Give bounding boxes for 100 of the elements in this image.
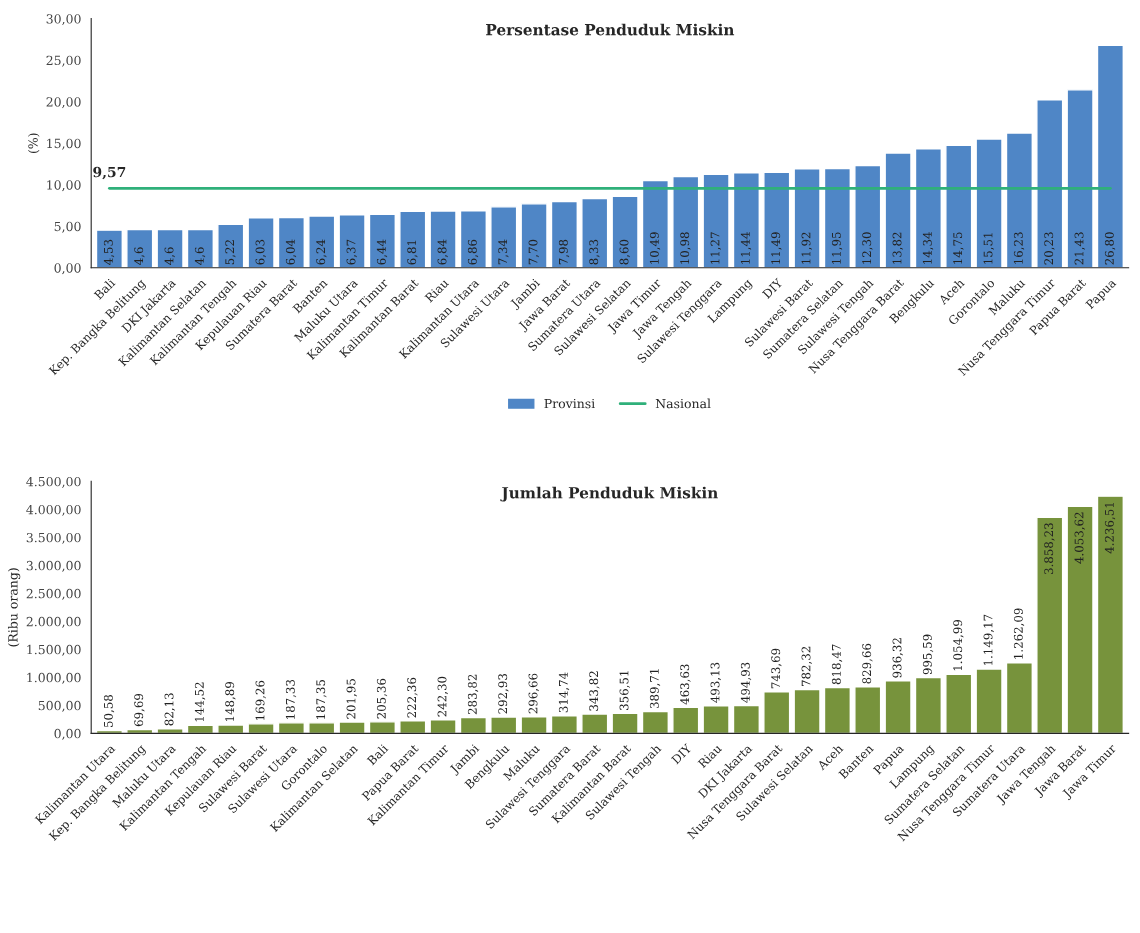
data-label: 6,04 [285, 239, 297, 265]
bar [945, 673, 973, 734]
data-label: 222,36 [407, 677, 418, 718]
data-label: 4.236,51 [1104, 502, 1116, 554]
bar [975, 668, 1003, 734]
bar [1096, 44, 1124, 268]
bar [338, 721, 366, 734]
data-label: 26,80 [1104, 232, 1116, 265]
data-label: 6,03 [255, 239, 266, 265]
data-label: 936,32 [892, 638, 903, 678]
y-tick-label: 5,00 [54, 221, 81, 233]
bar [793, 688, 821, 734]
data-label: 6,86 [467, 239, 479, 265]
data-label: 8,60 [619, 239, 630, 265]
bar [672, 175, 700, 268]
bar [1036, 99, 1064, 268]
data-label: 6,84 [437, 239, 448, 265]
data-label: 4,6 [164, 247, 175, 265]
bar [763, 691, 791, 734]
bar [1005, 661, 1033, 734]
bar [914, 148, 942, 268]
y-axis-title: (%) [28, 133, 40, 154]
y-tick-label: 25,00 [46, 55, 81, 67]
data-label: 69,69 [134, 693, 145, 727]
data-label: 12,30 [862, 232, 873, 264]
bar [611, 712, 639, 734]
bar [368, 721, 396, 734]
bar [702, 705, 730, 734]
y-tick-label: 3.500,00 [26, 532, 81, 544]
data-label: 7,98 [558, 239, 570, 265]
bar [1066, 505, 1094, 734]
bar [399, 210, 427, 268]
data-label: 6,24 [316, 239, 327, 265]
bar [702, 173, 730, 268]
data-label: 11,49 [771, 232, 782, 264]
chart-title: Jumlah Penduduk Miskin [500, 486, 718, 502]
data-label: 829,66 [862, 643, 873, 684]
data-label: 4.053,62 [1074, 512, 1085, 564]
y-tick-label: 2.500,00 [26, 588, 81, 600]
bar [823, 686, 851, 734]
data-label: 14,75 [953, 232, 964, 264]
bar [854, 686, 882, 734]
bar [581, 197, 609, 268]
y-tick-label: 2.000,00 [26, 616, 81, 628]
data-label: 494,93 [740, 662, 752, 703]
bar [277, 216, 305, 268]
bar [429, 210, 457, 268]
data-label: 14,34 [922, 232, 934, 264]
data-label: 10,98 [680, 232, 691, 264]
bar [1036, 516, 1064, 734]
bar [520, 203, 548, 268]
y-tick-label: 500,00 [38, 700, 81, 712]
bar [641, 179, 669, 268]
data-label: 11,92 [801, 232, 812, 264]
data-label: 15,51 [983, 233, 994, 264]
data-label: 743,69 [771, 648, 782, 689]
y-axis-title: (Ribu orang) [7, 568, 21, 647]
data-label: 21,43 [1074, 232, 1085, 265]
bar [156, 228, 184, 268]
data-label: 493,13 [710, 662, 721, 703]
bar [945, 144, 973, 268]
bar [1096, 495, 1124, 734]
bar [186, 724, 214, 734]
bar [732, 704, 760, 734]
data-label: 205,36 [376, 678, 388, 719]
data-label: 50,58 [103, 694, 115, 727]
y-tick-label: 15,00 [47, 138, 81, 150]
bar [550, 200, 578, 268]
bar [611, 195, 639, 268]
data-label: 7,34 [498, 239, 509, 265]
y-tick-label: 4.500,00 [26, 476, 81, 488]
bar [793, 168, 821, 268]
data-label: 11,44 [740, 232, 752, 264]
bar [459, 716, 487, 734]
data-label: 201,95 [346, 679, 357, 719]
data-label: 187,35 [316, 679, 327, 719]
bar [884, 152, 912, 268]
data-label: 782,32 [801, 646, 812, 687]
bar [672, 706, 700, 734]
y-tick-label: 0,00 [54, 728, 81, 740]
data-label: 343,82 [589, 671, 600, 711]
bar [186, 228, 214, 268]
y-tick-label: 1.500,00 [27, 644, 81, 656]
data-label: 296,66 [528, 673, 539, 714]
y-tick-label: 3.000,00 [26, 560, 81, 572]
data-label: 82,13 [164, 693, 175, 726]
bar [308, 722, 336, 734]
data-label: 13,82 [892, 232, 903, 264]
data-label: 148,89 [225, 681, 236, 722]
bar [95, 229, 123, 268]
data-label: 8,33 [589, 239, 600, 265]
bar [1066, 89, 1094, 268]
bar [277, 722, 305, 734]
bar [520, 716, 548, 734]
data-label: 169,26 [255, 680, 266, 720]
bar [854, 164, 882, 268]
data-label: 11,95 [831, 232, 843, 264]
data-label: 144,52 [194, 682, 206, 722]
data-label: 4,53 [103, 239, 115, 265]
data-label: 818,47 [831, 644, 843, 685]
